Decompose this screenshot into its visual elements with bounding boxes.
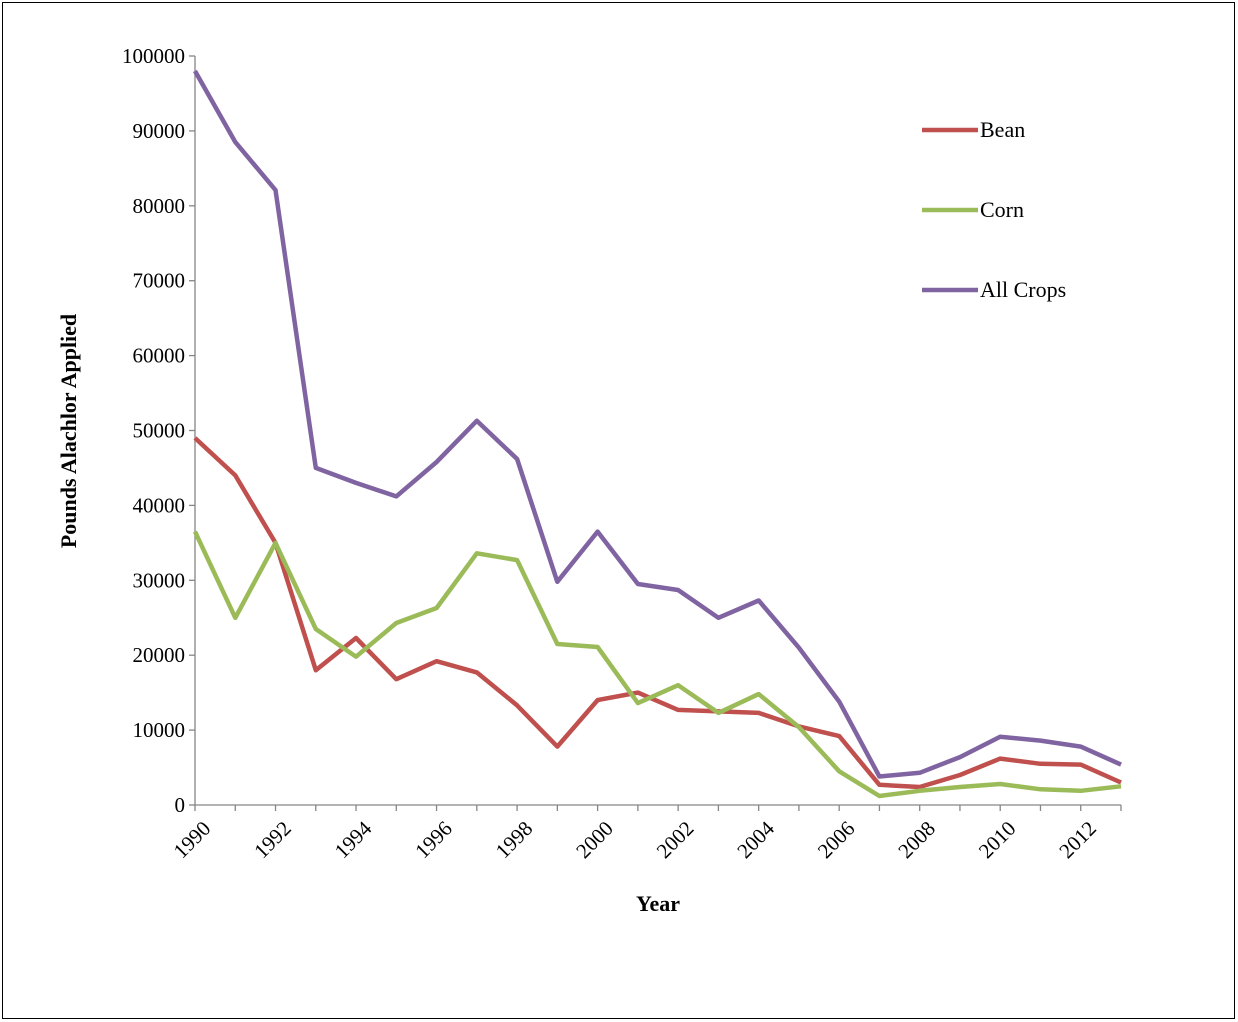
y-tick-label: 50000 (133, 419, 186, 443)
y-tick-label: 0 (175, 793, 186, 817)
series-layer (192, 69, 1122, 799)
y-tick-label: 80000 (133, 194, 186, 218)
y-tick-label: 10000 (133, 718, 186, 742)
x-tick-label: 2006 (813, 816, 860, 863)
x-tick-label: 2004 (732, 816, 779, 863)
x-tick-label: 2008 (893, 816, 940, 863)
y-tick-label: 90000 (133, 119, 186, 143)
series-line-bean (193, 436, 1122, 790)
legend-label: Corn (980, 197, 1024, 222)
series-line-corn (192, 530, 1122, 799)
series-line-all-crops (193, 69, 1122, 779)
y-tick-label: 70000 (133, 269, 186, 293)
x-tick-label: 2002 (652, 816, 699, 863)
y-tick-label: 40000 (133, 493, 186, 517)
legend-label: Bean (980, 117, 1025, 142)
x-tick-label: 1992 (249, 816, 296, 863)
y-tick-label: 100000 (122, 44, 185, 68)
y-tick-label: 20000 (133, 643, 186, 667)
legend-label: All Crops (980, 277, 1066, 302)
x-tick-label: 1996 (410, 816, 457, 863)
x-tick-label: 1990 (169, 816, 216, 863)
legend: Bean Corn All Crops (922, 117, 1066, 302)
y-axis-ticks: 0 10000 20000 30000 40000 50000 60000 70000 8000… (122, 44, 195, 817)
x-tick-label: 1994 (330, 816, 377, 863)
y-axis-title: Pounds Alachlor Applied (56, 314, 81, 548)
x-axis-title: Year (636, 891, 680, 916)
x-tick-label: 1998 (491, 816, 538, 863)
y-tick-label: 30000 (133, 568, 186, 592)
x-axis-ticks: 1990 1992 1994 1996 1998 2000 2002 2004 2006 2008… (169, 805, 1122, 863)
x-tick-label: 2010 (974, 816, 1021, 863)
x-tick-label: 2012 (1054, 816, 1101, 863)
x-tick-label: 2000 (571, 816, 618, 863)
y-tick-label: 60000 (133, 344, 186, 368)
